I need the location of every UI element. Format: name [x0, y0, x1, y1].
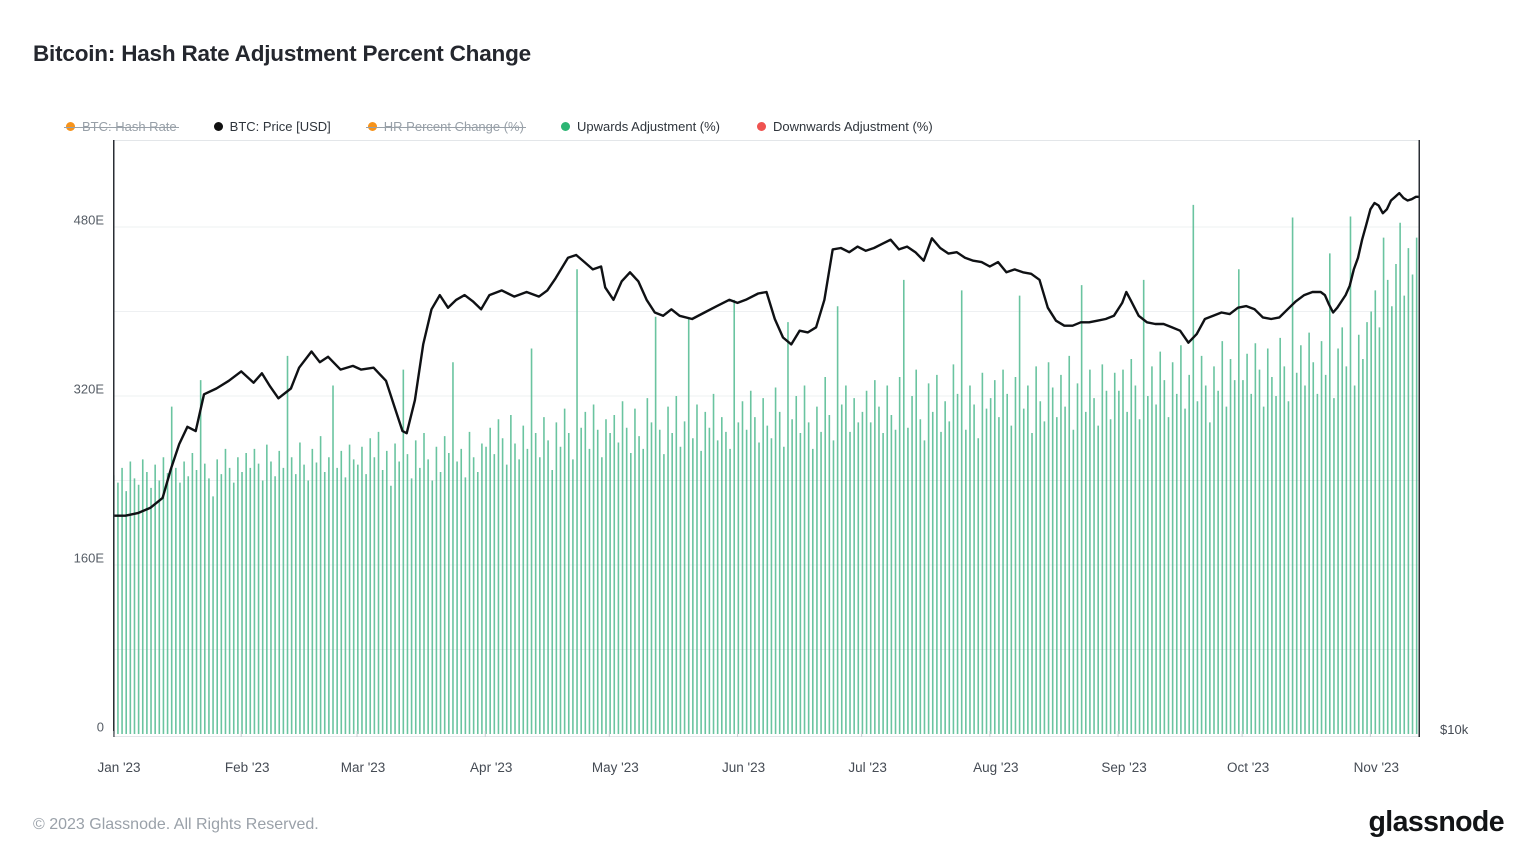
legend-item-upwards-adjustment[interactable]: Upwards Adjustment (%) [560, 119, 721, 134]
x-tick-oct-23: Oct '23 [1226, 760, 1270, 775]
x-tick-may-23: May '23 [591, 760, 639, 775]
legend-color-dot [560, 122, 570, 131]
x-tick-aug-23: Aug '23 [973, 760, 1019, 775]
chart-legend: BTC: Hash Rate BTC: Price [USD] HR Percent… [64, 119, 933, 134]
y-tick-0: 0 [96, 719, 104, 734]
legend-label: Upwards Adjustment (%) [576, 119, 721, 134]
glassnode-logo: glassnode [1368, 806, 1504, 838]
x-tick-jul-23: Jul '23 [848, 760, 887, 775]
y-tick-480E: 480E [73, 212, 104, 227]
y-tick-320E: 320E [73, 381, 104, 396]
legend-item-hr-percent-change[interactable]: HR Percent Change (%) [365, 119, 527, 134]
legend-color-dot [367, 122, 377, 131]
price-axis-label: $10k [1440, 722, 1469, 737]
x-tick-jun-23: Jun '23 [721, 760, 766, 775]
series-upwards-adjustment-bars [113, 204, 1418, 734]
page-title: Bitcoin: Hash Rate Adjustment Percent Ch… [33, 41, 531, 66]
x-axis-ticks [113, 731, 1371, 737]
x-tick-apr-23: Apr '23 [470, 760, 513, 775]
y-tick-160E: 160E [73, 550, 104, 565]
legend-item-btc-price-usd[interactable]: BTC: Price [USD] [213, 119, 331, 134]
legend-label: BTC: Price [USD] [229, 119, 331, 134]
legend-item-btc-hash-rate[interactable]: BTC: Hash Rate [64, 119, 179, 134]
chart-canvas[interactable] [113, 140, 1420, 737]
x-tick-jan-23: Jan '23 [97, 760, 141, 775]
series-btc-price-line [113, 191, 1420, 517]
x-tick-sep-23: Sep '23 [1101, 760, 1147, 775]
x-tick-feb-23: Feb '23 [224, 760, 270, 775]
legend-label: HR Percent Change (%) [383, 119, 524, 134]
legend-label: BTC: Hash Rate [82, 119, 177, 134]
x-tick-nov-23: Nov '23 [1353, 760, 1400, 775]
hash-rate-chart-plot[interactable] [113, 140, 1420, 737]
legend-item-downwards-adjustment[interactable]: Downwards Adjustment (%) [757, 119, 933, 134]
x-tick-mar-23: Mar '23 [340, 760, 386, 775]
legend-color-dot [757, 122, 767, 131]
footer-copyright: © 2023 Glassnode. All Rights Reserved. [33, 816, 319, 833]
legend-color-dot [66, 122, 75, 131]
legend-color-dot [213, 122, 223, 131]
legend-label: Downwards Adjustment (%) [773, 119, 933, 134]
